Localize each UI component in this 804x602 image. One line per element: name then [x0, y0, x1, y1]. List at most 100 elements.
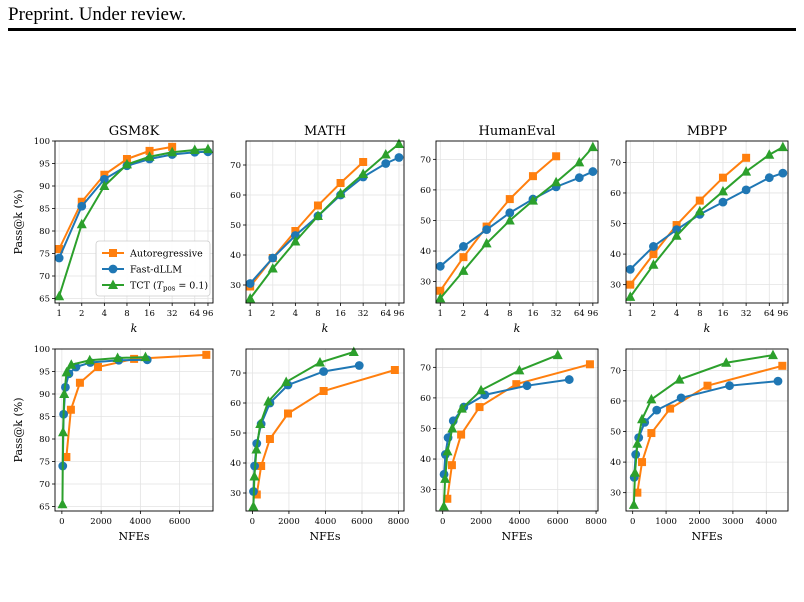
data-point-autoregressive: [585, 360, 594, 369]
data-point-tct-t-pos-0-1: [671, 230, 682, 240]
data-point-fast-dllm: [672, 225, 682, 235]
data-point-tct-t-pos-0-1: [630, 467, 641, 477]
y-axis-label: Pass@k (%): [12, 398, 25, 463]
y-tick-label: 70: [39, 480, 50, 490]
y-tick-label: 40: [610, 250, 621, 260]
y-tick-label: 70: [39, 272, 50, 282]
series-line-tct-t-pos-0-1: [252, 351, 355, 507]
data-point-tct-t-pos-0-1: [637, 413, 648, 424]
chart-panel-6: 0 2000 4000 6000 8000 30 40 50 60 70 NFEs: [230, 346, 410, 543]
plot-frame: [245, 348, 405, 512]
data-point-tct-t-pos-0-1: [442, 445, 453, 456]
data-point-autoregressive: [291, 227, 300, 235]
data-point-autoregressive: [390, 366, 399, 374]
x-tick-label: 8: [507, 309, 512, 319]
y-tick-label: 50: [610, 220, 621, 230]
data-point-tct-t-pos-0-1: [66, 359, 77, 369]
plot-frame: [435, 140, 599, 304]
data-point-tct-t-pos-0-1: [717, 185, 728, 196]
data-point-tct-t-pos-0-1: [348, 346, 359, 356]
data-point-tct-t-pos-0-1: [358, 168, 369, 178]
data-point-tct-t-pos-0-1: [504, 214, 515, 225]
series-line-autoregressive: [446, 363, 591, 499]
x-tick-label: 2000: [470, 517, 492, 527]
chart-panel-3: 1 2 4 8 16 32 64 96 30 40 50 60 70 HumanEval k: [420, 124, 599, 335]
data-point-autoregressive: [100, 170, 109, 179]
chart-title: HumanEval: [479, 124, 556, 139]
legend-item-fast-dllm: Fast-dLLM: [102, 265, 182, 276]
data-point-fast-dllm: [773, 376, 783, 386]
data-point-tct-t-pos-0-1: [112, 352, 123, 362]
x-tick-label: 64: [189, 309, 200, 319]
y-tick-label: 50: [420, 216, 431, 226]
y-tick-label: 30: [230, 489, 241, 499]
legend-label: Autoregressive: [129, 249, 203, 260]
y-tick-label: 30: [230, 281, 241, 291]
legend: Autoregressive Fast-dLLM TCT (Tpos = 0.1): [95, 240, 211, 297]
x-axis-label: k: [131, 322, 138, 335]
x-tick-label: 64: [574, 309, 585, 319]
legend-item-autoregressive: Autoregressive: [102, 249, 203, 260]
x-axis-label: k: [514, 322, 521, 335]
data-point-tct-t-pos-0-1: [58, 426, 69, 437]
series-line-tct-t-pos-0-1: [632, 354, 774, 505]
legend-box: [95, 240, 211, 297]
x-axis-label: NFEs: [310, 530, 341, 543]
y-tick-label: 70: [230, 161, 241, 171]
data-point-fast-dllm: [741, 185, 751, 195]
data-point-tct-t-pos-0-1: [121, 158, 132, 169]
data-point-tct-t-pos-0-1: [741, 166, 752, 176]
x-tick-label: 2000: [689, 517, 711, 527]
x-tick-label: 32: [358, 309, 369, 319]
x-tick-label: 64: [764, 309, 775, 319]
plot-frame: [625, 140, 789, 304]
data-point-fast-dllm: [459, 242, 468, 251]
data-point-tct-t-pos-0-1: [514, 364, 525, 375]
data-point-autoregressive: [436, 286, 445, 295]
data-point-tct-t-pos-0-1: [694, 205, 705, 216]
data-point-tct-t-pos-0-1: [248, 501, 259, 511]
x-axis-label: NFEs: [502, 530, 533, 543]
y-tick-label: 30: [610, 281, 621, 291]
legend-marker: [108, 279, 118, 289]
x-tick-label: 8000: [388, 517, 410, 527]
y-tick-label: 70: [420, 363, 431, 373]
data-point-tct-t-pos-0-1: [777, 141, 788, 152]
data-point-autoregressive: [93, 363, 102, 371]
data-point-autoregressive: [75, 378, 84, 387]
data-point-tct-t-pos-0-1: [189, 144, 200, 154]
x-tick-label: 6000: [547, 517, 569, 527]
x-tick-label: 2000: [90, 517, 112, 527]
y-tick-label: 60: [420, 394, 431, 404]
data-point-tct-t-pos-0-1: [144, 151, 155, 161]
data-point-fast-dllm: [625, 264, 635, 274]
x-tick-label: 8: [124, 309, 129, 319]
x-tick-label: 2000: [278, 517, 300, 527]
data-point-tct-t-pos-0-1: [438, 500, 449, 511]
data-point-fast-dllm: [778, 168, 788, 178]
series-line-autoregressive: [65, 353, 207, 458]
y-tick-label: 90: [39, 182, 50, 192]
data-point-autoregressive: [77, 197, 86, 206]
y-tick-label: 40: [420, 455, 431, 465]
data-point-autoregressive: [695, 196, 704, 205]
page-header: Preprint. Under review.: [8, 4, 187, 25]
data-point-autoregressive: [552, 152, 561, 161]
data-point-tct-t-pos-0-1: [632, 438, 643, 448]
y-tick-label: 50: [420, 424, 431, 434]
data-point-fast-dllm: [652, 405, 662, 415]
data-point-fast-dllm: [676, 393, 686, 403]
x-tick-label: 6000: [351, 517, 373, 527]
x-tick-label: 32: [167, 309, 178, 319]
series-line-fast-dllm: [61, 358, 148, 467]
x-axis-label: NFEs: [119, 530, 150, 543]
x-tick-label: 8000: [585, 517, 607, 527]
data-point-tct-t-pos-0-1: [290, 236, 301, 246]
data-point-tct-t-pos-0-1: [255, 418, 266, 428]
data-point-autoregressive: [505, 195, 514, 204]
y-tick-label: 75: [39, 250, 50, 260]
y-tick-label: 60: [230, 399, 241, 409]
data-point-fast-dllm: [77, 201, 87, 211]
data-point-fast-dllm: [574, 173, 584, 183]
